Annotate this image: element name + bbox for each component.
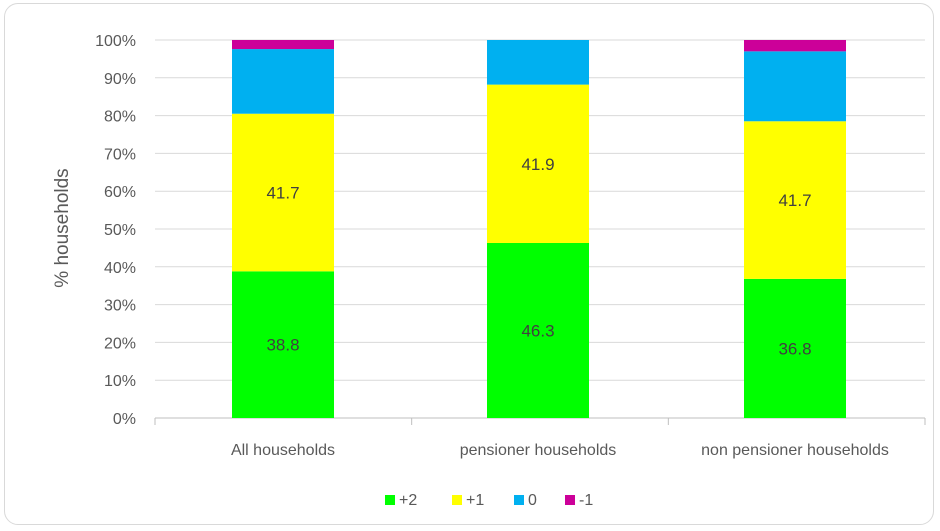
- legend-label: -1: [579, 492, 593, 509]
- legend: +2 +1 0 -1: [385, 492, 593, 509]
- data-label: 46.3: [521, 321, 554, 340]
- x-axis-categories: All households pensioner households non pe…: [231, 442, 889, 459]
- y-tick-label: 70%: [104, 146, 136, 163]
- data-label: 36.8: [778, 339, 811, 358]
- bar-segment: [232, 49, 334, 114]
- bar-segment: [744, 40, 846, 51]
- legend-swatch: [565, 495, 575, 505]
- legend-label: +1: [466, 492, 484, 509]
- y-tick-label: 0%: [113, 411, 136, 428]
- data-label: 41.9: [521, 155, 554, 174]
- y-tick-label: 20%: [104, 335, 136, 352]
- y-tick-label: 30%: [104, 298, 136, 315]
- legend-label: 0: [528, 492, 537, 509]
- legend-label: +2: [399, 492, 417, 509]
- y-tick-label: 90%: [104, 71, 136, 88]
- bar-segment: [232, 40, 334, 49]
- y-tick-label: 50%: [104, 222, 136, 239]
- x-category-label: All households: [231, 442, 335, 459]
- y-tick-label: 10%: [104, 373, 136, 390]
- y-tick-label: 80%: [104, 109, 136, 126]
- y-axis-ticks: 0% 10% 20% 30% 40% 50% 60% 70% 80% 90% 100%: [95, 33, 136, 428]
- x-category-label: pensioner households: [460, 442, 617, 459]
- y-axis-title: % households: [52, 168, 73, 287]
- data-label: 38.8: [266, 336, 299, 355]
- y-tick-label: 60%: [104, 184, 136, 201]
- x-category-label: non pensioner households: [701, 442, 889, 459]
- data-label: 41.7: [778, 191, 811, 210]
- bar-segment: [487, 40, 589, 85]
- bars: 38.8 41.7 46.3 41.9 36.8 41.7: [232, 40, 846, 418]
- data-label: 41.7: [266, 184, 299, 203]
- y-tick-label: 40%: [104, 260, 136, 277]
- bar-segment: [744, 51, 846, 121]
- legend-swatch: [514, 495, 524, 505]
- legend-swatch: [385, 495, 395, 505]
- y-tick-label: 100%: [95, 33, 136, 50]
- legend-swatch: [452, 495, 462, 505]
